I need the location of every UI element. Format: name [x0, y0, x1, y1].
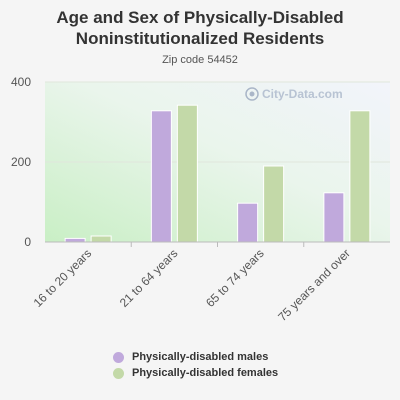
legend-swatch-males	[113, 351, 124, 363]
chart-title: Age and Sex of Physically-Disabled Nonin…	[0, 7, 400, 49]
legend-swatch-females	[113, 367, 124, 379]
legend-item-males: Physically-disabled males	[113, 349, 278, 365]
x-tick-label: 16 to 20 years	[31, 246, 95, 310]
legend-label-females: Physically-disabled females	[132, 367, 279, 379]
bar-males-0	[64, 237, 86, 243]
bar-males-1	[150, 110, 172, 243]
y-tick-label: 400	[11, 75, 31, 89]
x-tick-label: 75 years and over	[275, 246, 353, 324]
legend: Physically-disabled males Physically-dis…	[113, 349, 278, 381]
bar-females-1	[176, 104, 198, 243]
legend-label-males: Physically-disabled males	[132, 351, 269, 363]
chart-title-line-2: Noninstitutionalized Residents	[75, 29, 325, 48]
bar-males-2	[237, 202, 259, 243]
y-tick-label: 0	[24, 235, 31, 249]
x-tick-label: 21 to 64 years	[117, 246, 181, 310]
y-tick-label: 200	[11, 155, 31, 169]
chart-title-line-1: Age and Sex of Physically-Disabled	[56, 8, 344, 27]
watermark-text: City-Data.com	[262, 87, 343, 101]
legend-item-females: Physically-disabled females	[113, 365, 278, 381]
bar-females-0	[90, 235, 112, 243]
bar-females-3	[349, 110, 371, 243]
watermark: City-Data.com	[245, 87, 343, 101]
bar-females-2	[263, 165, 285, 243]
x-tick-label: 65 to 74 years	[203, 246, 267, 310]
watermark-icon	[245, 87, 259, 101]
chart-subtitle: Zip code 54452	[162, 54, 238, 66]
watermark-icon-dot	[249, 91, 255, 97]
bar-males-3	[323, 192, 345, 243]
